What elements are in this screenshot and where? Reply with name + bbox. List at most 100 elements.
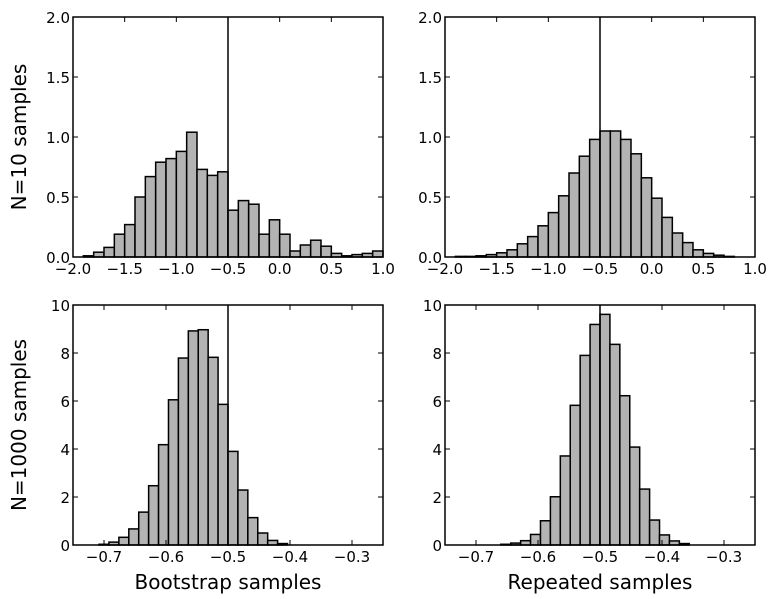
histogram-bar (309, 239, 322, 258)
histogram-bar (144, 175, 157, 258)
histogram-bar (516, 243, 529, 258)
histogram-bar (165, 157, 178, 258)
histogram-bar (539, 520, 552, 546)
x-tick-label: 0.0 (268, 260, 292, 278)
histogram-bar (157, 443, 170, 546)
x-tick-label: −2.0 (55, 260, 91, 278)
histogram-bar (547, 211, 560, 258)
histogram-bar (227, 209, 240, 258)
y-tick-label: 2.0 (418, 9, 442, 27)
x-tick-label: −1.5 (478, 260, 514, 278)
x-tick-label: −0.6 (520, 548, 556, 566)
x-tick-label: −1.0 (158, 260, 194, 278)
histogram-bar (681, 241, 694, 258)
histogram-bar (196, 168, 209, 258)
x-tick-label: −1.5 (106, 260, 142, 278)
histogram-bar (103, 246, 116, 258)
histogram-bar (154, 161, 167, 258)
panel-top-right: −2.0 −1.5 −1.0 −0.5 0.0 0.5 1.0 0.0 0.5 1.0 1.5 2.0 (418, 9, 767, 278)
y-tick-label: 0 (60, 537, 70, 555)
histogram-bar (113, 233, 126, 258)
y-tick-label: 1.0 (46, 129, 70, 147)
histogram-bar (371, 250, 384, 258)
histogram-bar (671, 232, 684, 258)
y-tick-label: 6 (60, 393, 70, 411)
x-tick-label: −0.7 (86, 548, 122, 566)
x-tick-label: 0.5 (691, 260, 715, 278)
histogram-bar (217, 403, 229, 546)
x-tick-label: −0.5 (210, 548, 246, 566)
histogram-bar (123, 223, 136, 258)
histogram-bar (650, 197, 663, 258)
histogram-bar (599, 130, 612, 258)
histogram-bar (128, 528, 140, 546)
y-tick-label: 0.5 (418, 189, 442, 207)
x-tick-label: −0.3 (334, 548, 370, 566)
histogram-bar (529, 533, 542, 546)
histogram-bar (197, 328, 209, 546)
histogram-bar (206, 174, 219, 258)
panel-top-left: −2.0 −1.5 −1.0 −0.5 0.0 0.5 1.0 0.0 0.5 1.0 1.5 2.0 (46, 9, 395, 278)
y-tick-label: 2 (432, 489, 442, 507)
x-tick-label: −2.0 (427, 260, 463, 278)
histogram-bar (177, 357, 190, 546)
x-tick-label: −0.7 (458, 548, 494, 566)
row-label-top: N=10 samples (7, 64, 31, 211)
x-tick-label: −0.3 (706, 548, 742, 566)
histogram-bar (609, 130, 622, 258)
y-tick-label: 1.5 (46, 69, 70, 87)
y-tick-label: 2.0 (46, 9, 70, 27)
y-tick-label: 10 (51, 297, 70, 315)
y-tick-label: 4 (60, 441, 70, 459)
histogram-bar (578, 155, 591, 258)
x-tick-label: 1.0 (371, 260, 395, 278)
xlabel-repeated: Repeated samples (508, 570, 693, 594)
histogram-bar (569, 404, 581, 546)
histogram-bar (175, 150, 188, 258)
x-tick-label: −0.5 (210, 260, 246, 278)
histogram-bar (118, 536, 130, 546)
histogram-bar (640, 177, 653, 258)
histogram-bar (278, 233, 291, 258)
histogram-bar (320, 245, 333, 258)
histogram-bar (257, 532, 269, 546)
histogram-bar (185, 131, 198, 258)
histogram-bar (661, 216, 674, 258)
row-label-bottom: N=1000 samples (7, 339, 31, 511)
x-tick-label: −0.5 (582, 260, 618, 278)
histogram-bar (599, 313, 611, 546)
histogram-bar (237, 199, 250, 258)
histogram-bar (258, 233, 271, 258)
histogram-bar (588, 138, 601, 258)
y-tick-label: 10 (423, 297, 442, 315)
histogram-bar (526, 235, 539, 258)
histogram-bar (299, 244, 312, 258)
histogram-bar (134, 196, 147, 258)
histogram-bar (568, 172, 581, 258)
histogram-bar (609, 343, 621, 546)
histogram-bar (579, 354, 591, 546)
y-tick-label: 2 (60, 489, 70, 507)
histogram-bar (207, 356, 219, 546)
histogram-bar (147, 484, 160, 546)
histogram-bar (216, 171, 229, 258)
histogram-bar (247, 516, 259, 546)
histogram-bar (537, 225, 550, 258)
y-tick-label: 8 (60, 345, 70, 363)
histogram-bar (237, 489, 249, 546)
y-tick-label: 8 (432, 345, 442, 363)
x-tick-label: −0.4 (644, 548, 680, 566)
histogram-bar (549, 496, 562, 546)
histogram-bar (692, 249, 705, 258)
histogram-bar (167, 399, 180, 546)
histogram-bar (630, 153, 643, 258)
y-tick-label: 4 (432, 441, 442, 459)
histogram-bar (619, 138, 632, 258)
histogram-bar (629, 446, 641, 546)
y-tick-label: 1.0 (418, 129, 442, 147)
y-tick-label: 0.5 (46, 189, 70, 207)
histogram-bar (137, 511, 150, 546)
histogram-bar (227, 450, 239, 546)
histogram-bar (648, 519, 661, 546)
histogram-bar (589, 323, 601, 546)
